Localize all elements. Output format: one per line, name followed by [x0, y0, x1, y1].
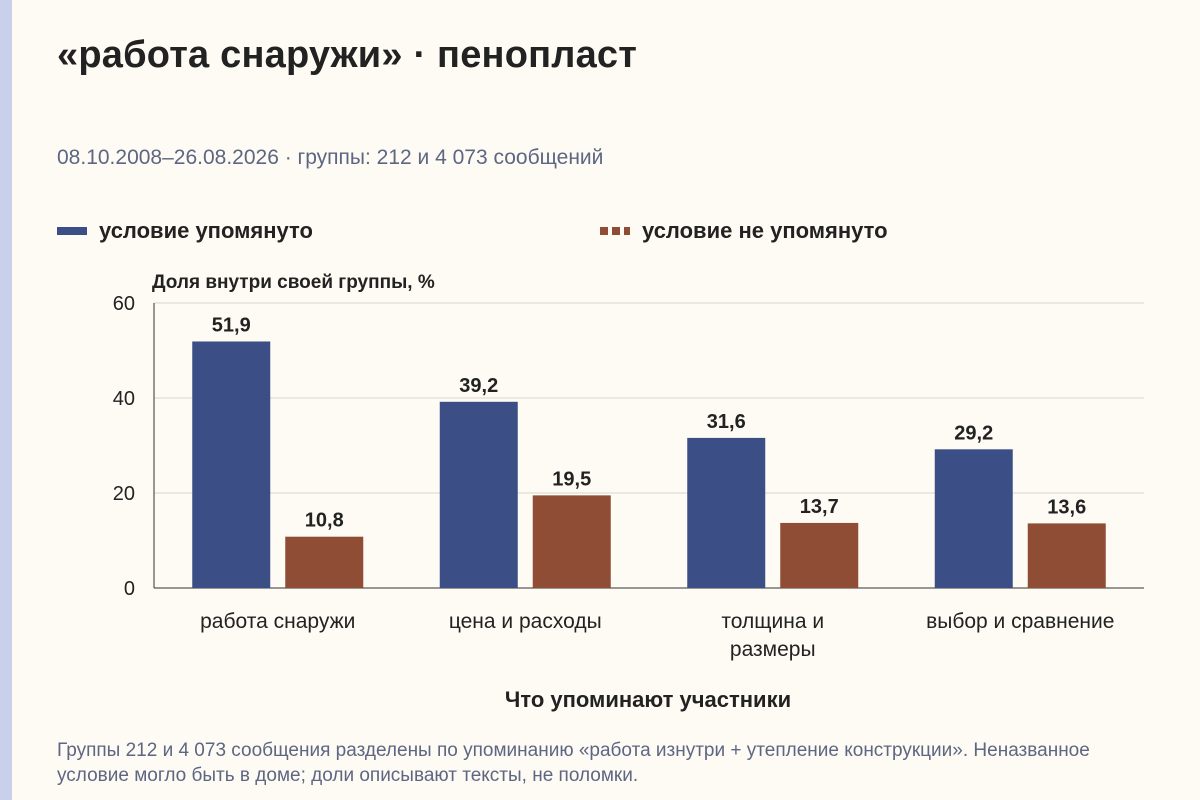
data-label: 51,9: [212, 314, 251, 336]
y-tick-label: 20: [113, 483, 135, 505]
accent-side-bar: [0, 0, 12, 800]
legend-label-not-mentioned: условие не упомянуто: [642, 218, 888, 243]
bar-not-mentioned: [1027, 523, 1106, 588]
bar-not-mentioned: [532, 495, 611, 588]
bar-not-mentioned: [780, 522, 859, 588]
bar-chart: 0 20 40 60 51,9 10,8 работа снаружи 39,2 19,5 цен…: [113, 293, 1144, 712]
data-label: 31,6: [707, 411, 746, 433]
legend-label-mentioned: условие упомянуто: [99, 218, 313, 243]
bar-mentioned: [439, 401, 518, 588]
data-label: 39,2: [459, 375, 498, 397]
x-tick-label: работа снаружи: [200, 610, 355, 633]
y-tick-label: 60: [113, 293, 135, 315]
x-tick-label: размеры: [730, 638, 816, 661]
legend-item-mentioned: условие упомянуто: [57, 218, 313, 244]
data-label: 19,5: [552, 468, 591, 490]
legend-item-not-mentioned: условие не упомянуто: [600, 218, 888, 244]
x-tick-label: выбор и сравнение: [926, 610, 1114, 633]
data-label: 10,8: [305, 510, 344, 532]
bar-mentioned: [934, 449, 1013, 588]
legend: условие упомянуто условие не упомянуто: [57, 218, 1157, 248]
data-label: 29,2: [954, 422, 993, 444]
footnote: Группы 212 и 4 073 сообщения разделены п…: [57, 740, 1090, 786]
x-tick-label: толщина и: [721, 610, 824, 633]
y-tick-label: 0: [124, 578, 135, 600]
x-tick-label: цена и расходы: [449, 610, 602, 633]
data-label: 13,6: [1047, 496, 1086, 518]
y-tick-label: 40: [113, 388, 135, 410]
x-axis-title: Что упоминают участники: [505, 687, 791, 712]
legend-swatch-mentioned: [57, 227, 87, 235]
data-label: 13,7: [800, 496, 839, 518]
chart-subtitle: 08.10.2008–26.08.2026 · группы: 212 и 4 …: [57, 146, 604, 169]
y-axis-title: Доля внутри своей группы, %: [152, 272, 435, 293]
legend-swatch-not-mentioned: [600, 227, 630, 235]
chart-title: «работа снаружи» · пенопласт: [57, 34, 638, 76]
bar-mentioned: [687, 437, 766, 588]
bar-not-mentioned: [285, 536, 364, 588]
bar-mentioned: [192, 341, 271, 588]
